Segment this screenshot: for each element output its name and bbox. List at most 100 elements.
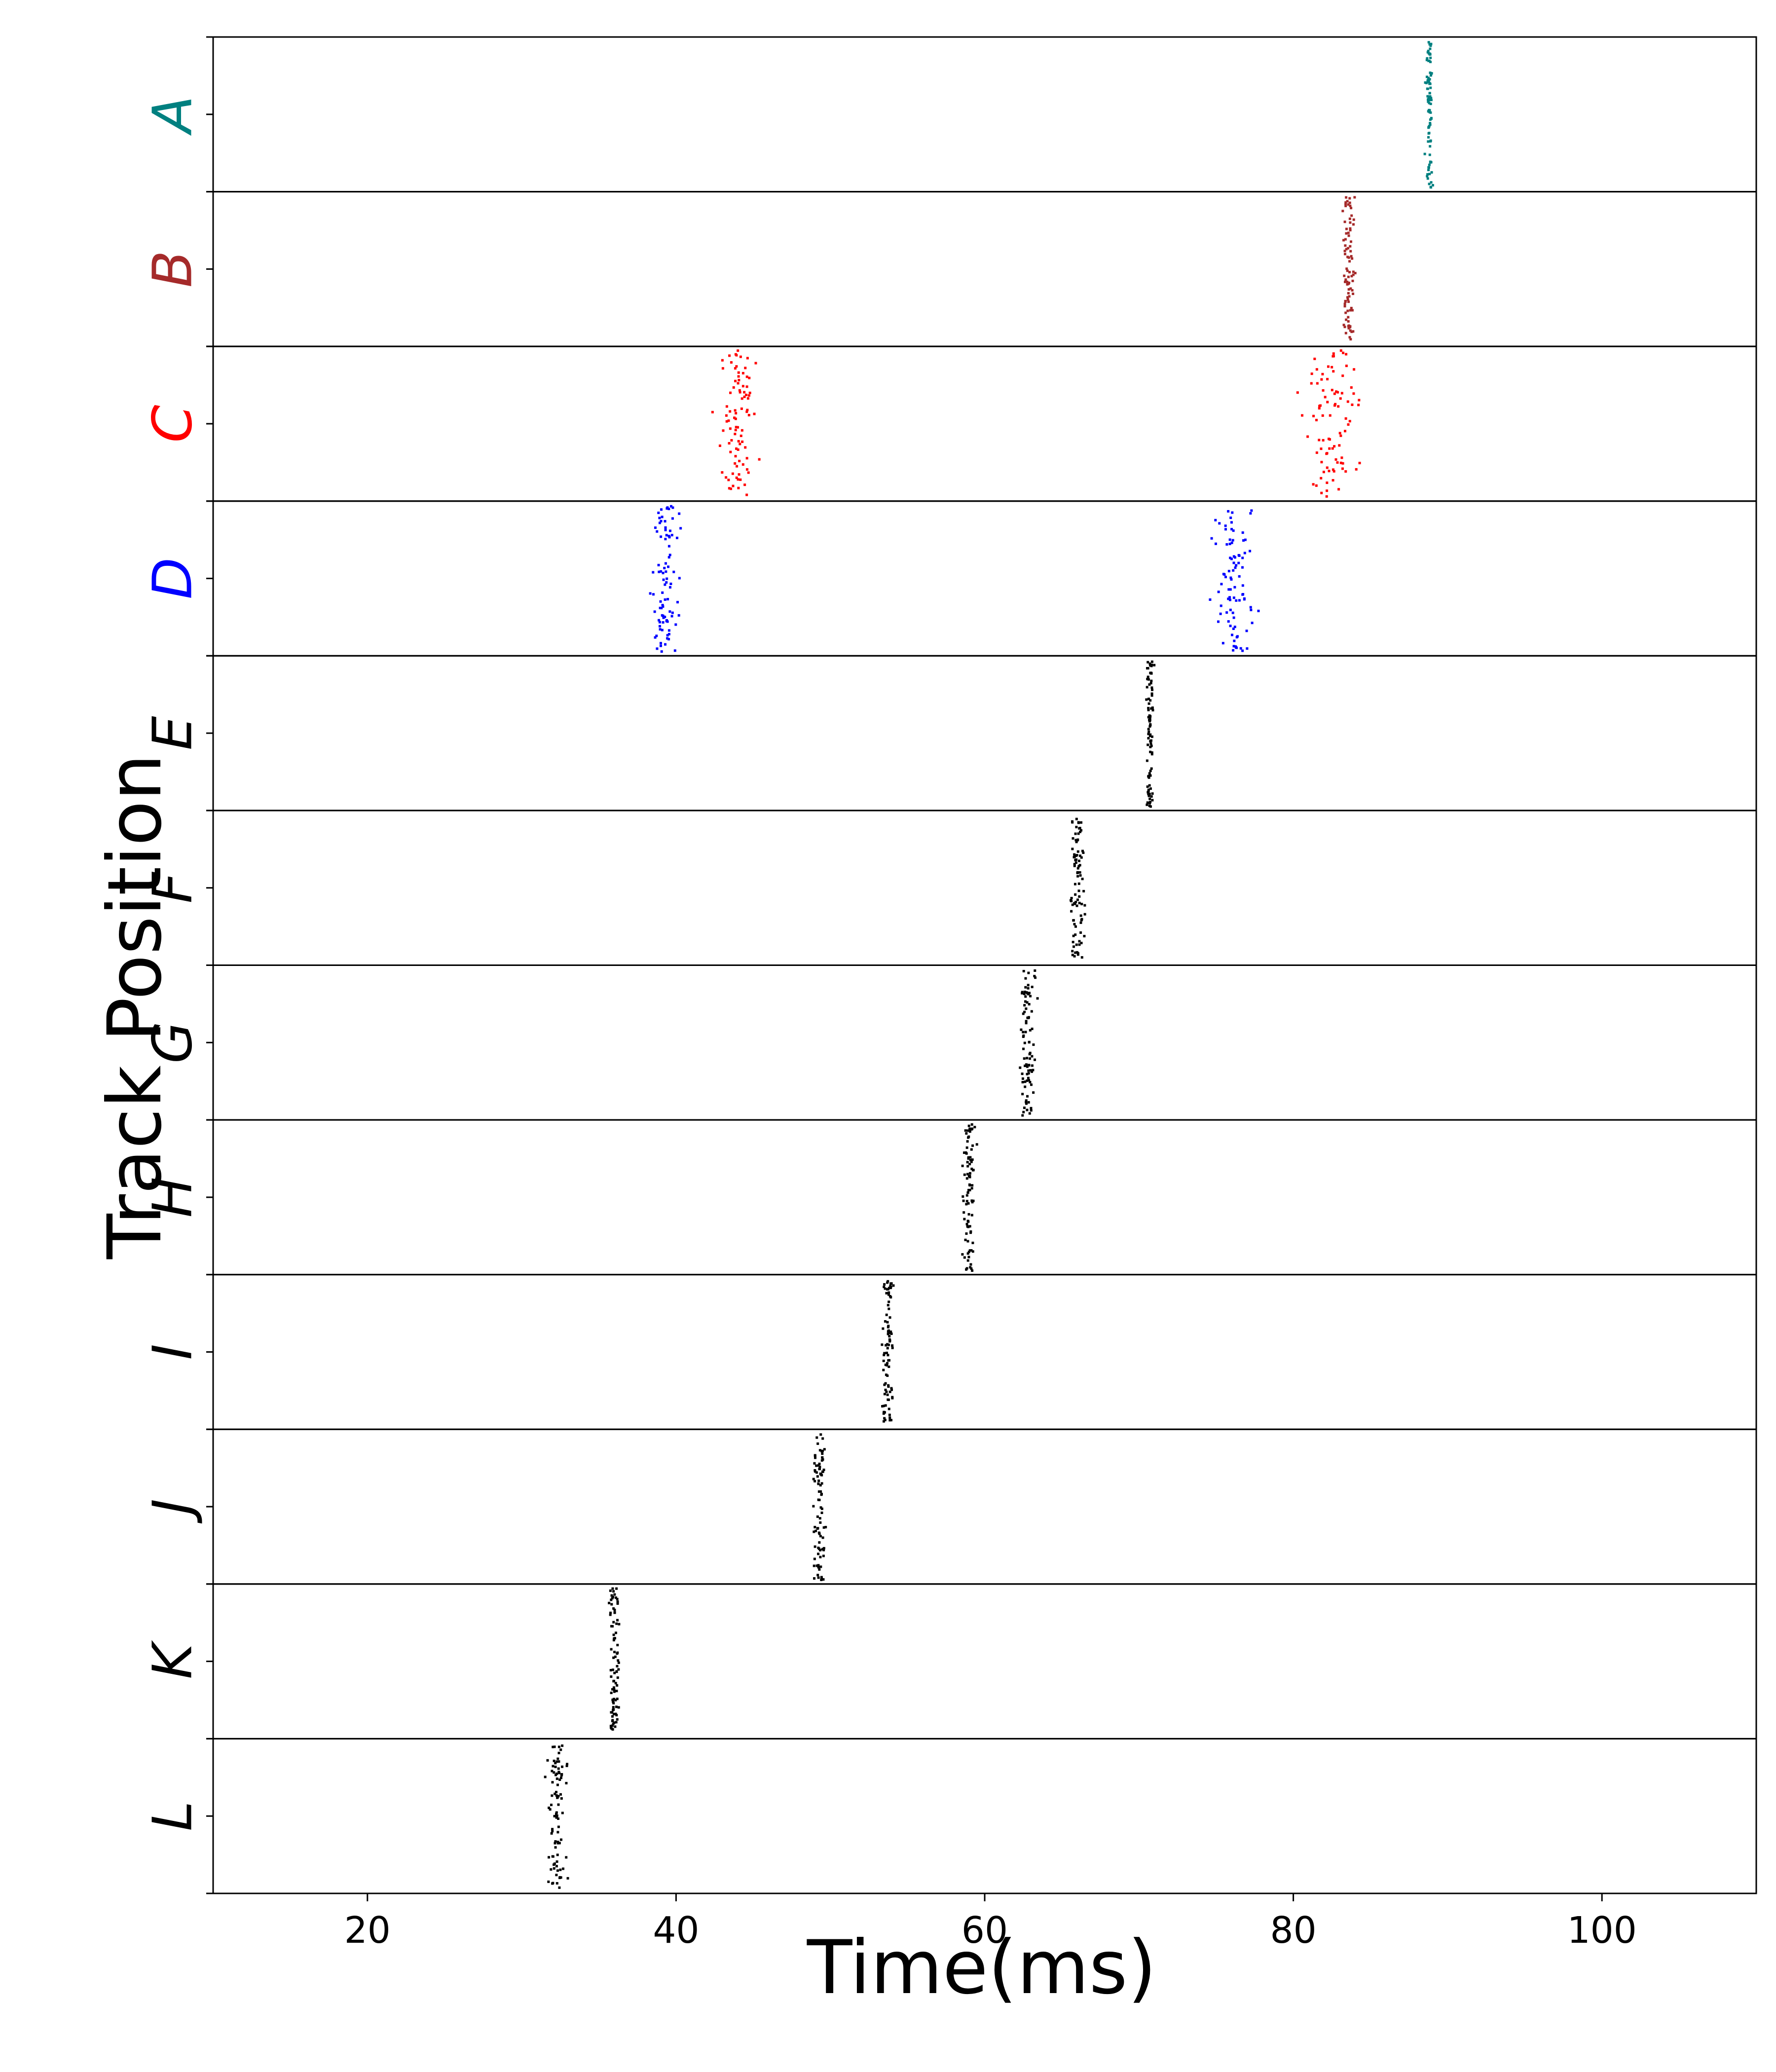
spike-dot bbox=[1071, 820, 1074, 823]
spike-dot bbox=[661, 629, 664, 631]
spike-dot bbox=[1146, 686, 1148, 689]
spike-dot bbox=[1081, 850, 1084, 852]
spike-dot bbox=[1345, 196, 1348, 199]
spike-dot bbox=[667, 565, 670, 568]
row-label-B: B bbox=[141, 251, 204, 288]
spike-dot bbox=[888, 1307, 890, 1310]
spike-dot bbox=[818, 1465, 821, 1468]
spike-dot bbox=[671, 611, 674, 614]
spike-dot bbox=[964, 1151, 967, 1154]
spike-dot bbox=[1322, 471, 1325, 474]
spike-dot bbox=[887, 1343, 890, 1346]
spike-dot bbox=[1075, 825, 1078, 828]
spike-dot bbox=[968, 1163, 971, 1166]
spike-dot bbox=[676, 601, 679, 604]
spike-dot bbox=[560, 1773, 563, 1776]
spike-dot bbox=[1324, 396, 1327, 399]
spike-dot bbox=[551, 1855, 554, 1858]
spike-dot bbox=[973, 1126, 976, 1129]
spike-dot bbox=[721, 359, 724, 362]
spike-dot bbox=[1343, 326, 1346, 329]
spike-dot bbox=[664, 583, 666, 586]
spike-dot bbox=[1150, 767, 1153, 770]
spike-dot bbox=[1076, 898, 1079, 901]
spike-dot bbox=[967, 1156, 970, 1159]
spike-dot bbox=[819, 1433, 822, 1436]
spike-dot bbox=[1346, 269, 1349, 272]
spike-dot bbox=[1337, 488, 1340, 491]
spike-dot bbox=[544, 1776, 547, 1778]
spike-dot bbox=[745, 375, 748, 378]
spike-dot bbox=[967, 1251, 970, 1254]
spike-dot bbox=[549, 1808, 552, 1811]
spike-dot bbox=[1341, 210, 1344, 213]
spike-dot bbox=[1080, 941, 1083, 944]
spike-dot bbox=[1312, 483, 1315, 486]
spike-dot bbox=[963, 1256, 966, 1259]
spike-dot bbox=[653, 610, 656, 613]
spike-dot bbox=[1429, 103, 1432, 106]
spike-dot bbox=[655, 634, 658, 637]
spike-dot bbox=[1430, 186, 1433, 189]
spike-dot bbox=[1147, 675, 1149, 678]
spike-dot bbox=[1347, 275, 1350, 278]
spike-dot bbox=[970, 1148, 973, 1151]
spike-dot bbox=[1028, 1003, 1031, 1006]
spike-dot bbox=[1151, 706, 1154, 709]
row-K: K bbox=[141, 1583, 1757, 1739]
spike-dot bbox=[1034, 969, 1036, 972]
spike-dot bbox=[1430, 117, 1433, 120]
spike-dot bbox=[821, 1452, 824, 1455]
spike-dot bbox=[970, 1214, 973, 1217]
spike-dot bbox=[1315, 368, 1318, 371]
spike-dot bbox=[554, 1792, 556, 1795]
spike-dot bbox=[672, 570, 675, 573]
spike-dot bbox=[1231, 611, 1234, 614]
spike-dot bbox=[1026, 1073, 1029, 1075]
spike-dot bbox=[1333, 404, 1336, 407]
spike-dot bbox=[1227, 597, 1230, 600]
spike-dot bbox=[821, 1449, 824, 1452]
spike-dot bbox=[1218, 522, 1221, 525]
spike-dot bbox=[608, 1601, 611, 1604]
spike-dot bbox=[1349, 338, 1352, 341]
spike-dot bbox=[745, 468, 748, 471]
spike-dot bbox=[1349, 329, 1352, 332]
spike-dot bbox=[668, 529, 671, 532]
spike-dot bbox=[1072, 837, 1074, 840]
spike-dot bbox=[1075, 853, 1078, 856]
spike-dot bbox=[747, 413, 750, 416]
spike-dot bbox=[1022, 1035, 1025, 1038]
spike-dot bbox=[1321, 414, 1324, 417]
spike-dot bbox=[884, 1382, 887, 1385]
spike-dot bbox=[1076, 850, 1079, 853]
spike-dot bbox=[1074, 900, 1077, 903]
spike-dot bbox=[725, 476, 728, 479]
spike-dot bbox=[1026, 1079, 1029, 1082]
spike-dot bbox=[1349, 309, 1352, 312]
spike-dot bbox=[884, 1320, 887, 1323]
spike-dot bbox=[1074, 832, 1077, 835]
spike-dot bbox=[882, 1360, 885, 1363]
spike-dot bbox=[821, 1536, 824, 1539]
spike-dot bbox=[729, 410, 732, 413]
spike-dot bbox=[664, 526, 667, 529]
spike-dot bbox=[1234, 646, 1237, 649]
spike-dot bbox=[1241, 566, 1244, 569]
row-frame bbox=[212, 1738, 1757, 1894]
spike-dot bbox=[818, 1517, 821, 1520]
spike-dot bbox=[964, 1238, 967, 1241]
spike-dot bbox=[671, 506, 674, 509]
spike-dot bbox=[738, 459, 741, 462]
spike-dot bbox=[1232, 561, 1235, 564]
spike-dot bbox=[822, 1549, 825, 1552]
x-axis-title: Time(ms) bbox=[807, 1925, 1156, 2011]
spike-dot bbox=[1232, 628, 1235, 630]
spike-dot bbox=[1032, 1069, 1035, 1072]
spike-dot bbox=[555, 1772, 558, 1775]
spike-dot bbox=[1148, 772, 1151, 775]
spike-dot bbox=[1147, 716, 1150, 719]
spike-dot bbox=[971, 1158, 974, 1161]
spike-dot bbox=[1070, 897, 1073, 900]
spike-dot bbox=[1021, 1093, 1024, 1096]
